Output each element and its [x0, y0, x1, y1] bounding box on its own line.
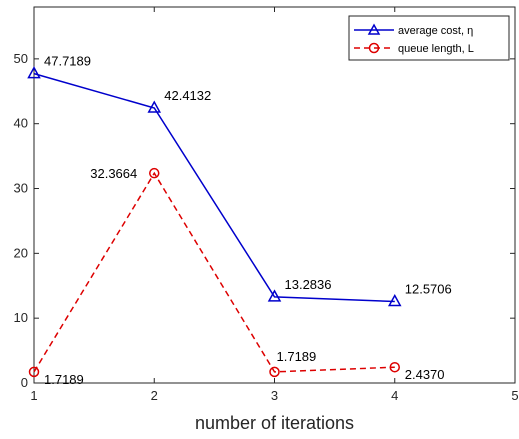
x-axis: 1 2 3 4 5: [30, 7, 519, 403]
data-label: 12.5706: [405, 282, 452, 297]
y-tick-label: 0: [21, 375, 28, 390]
x-tick-label: 2: [151, 388, 158, 403]
legend-circle-marker-icon: [368, 42, 380, 54]
data-label: 2.4370: [405, 367, 445, 382]
circle-marker: [389, 361, 400, 373]
legend-label-queue-length: queue length, L: [398, 43, 474, 55]
data-label: 13.2836: [285, 277, 332, 292]
x-tick-label: 1: [30, 388, 37, 403]
x-tick-label: 5: [511, 388, 518, 403]
y-tick-label: 10: [14, 310, 28, 325]
y-tick-label: 50: [14, 51, 28, 66]
y-tick-label: 40: [14, 116, 28, 131]
x-tick-label: 4: [391, 388, 398, 403]
data-label: 42.4132: [164, 88, 211, 103]
series-lines: [33, 72, 395, 373]
series-line-1: [33, 171, 395, 373]
legend-label-average-cost: average cost, η: [398, 25, 473, 37]
circle-marker: [149, 167, 160, 179]
circle-marker: [269, 366, 280, 378]
y-axis: 0 10 20 30 40 50: [14, 51, 515, 390]
triangle-marker: [267, 289, 282, 302]
series-markers: [27, 66, 402, 378]
plot-area: [33, 6, 516, 384]
x-axis-label: number of iterations: [195, 413, 354, 433]
circle-marker: [28, 366, 40, 378]
y-tick-label: 30: [14, 181, 28, 196]
triangle-marker: [147, 100, 162, 113]
y-tick-label: 20: [14, 245, 28, 260]
x-tick-label: 3: [271, 388, 278, 403]
data-labels: 47.7189 42.4132 13.2836 12.5706 1.7189 32.366…: [44, 54, 452, 387]
data-label: 1.7189: [44, 372, 84, 387]
data-label: 47.7189: [44, 54, 91, 69]
data-label: 1.7189: [277, 349, 317, 364]
data-label: 32.3664: [90, 166, 137, 181]
legend: average cost, η queue length, L: [348, 15, 510, 61]
triangle-marker: [387, 293, 402, 307]
legend-triangle-marker-icon: [367, 23, 381, 35]
series-line-0: [33, 72, 395, 303]
triangle-marker: [27, 66, 41, 79]
